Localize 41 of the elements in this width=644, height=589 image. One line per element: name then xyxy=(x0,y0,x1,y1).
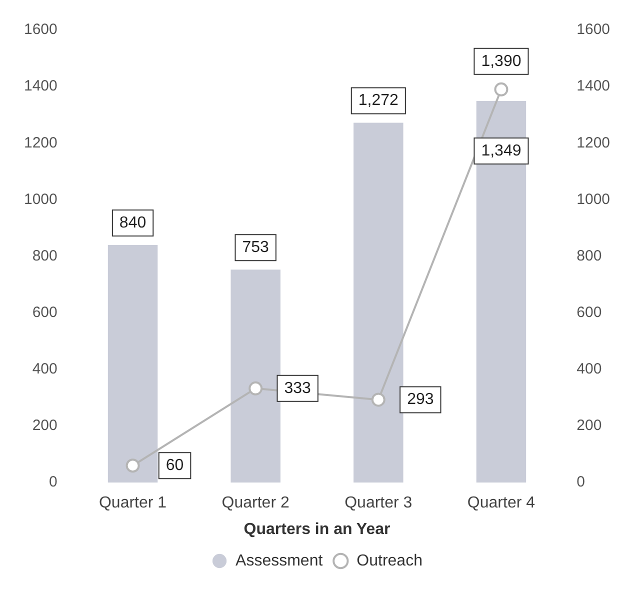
y-tick-label: 1000 xyxy=(24,190,58,208)
point xyxy=(126,458,140,473)
bar xyxy=(108,244,158,483)
x-tick-label: Quarter 1 xyxy=(98,494,167,512)
y-tick-label: 0 xyxy=(49,474,58,491)
x-tick-label: Quarter 3 xyxy=(344,494,412,512)
data-label: 840 xyxy=(119,214,146,232)
point xyxy=(494,82,508,96)
y2-tick-label: 200 xyxy=(576,417,602,434)
data-label: 293 xyxy=(407,391,434,408)
bar xyxy=(354,122,404,483)
y-tick-label: 200 xyxy=(32,417,58,434)
legend-label: Outreach xyxy=(356,552,422,570)
x-tick-label: Quarter 4 xyxy=(467,494,536,512)
point xyxy=(371,392,386,407)
y2-tick-label: 1600 xyxy=(576,21,610,38)
y-tick-label: 1600 xyxy=(24,21,58,38)
y2-tick-label: 600 xyxy=(576,304,602,322)
x-axis-title: Quarters in an Year xyxy=(244,520,390,538)
y-tick-label: 800 xyxy=(32,247,58,264)
legend-label: Assessment xyxy=(236,552,324,570)
point xyxy=(248,381,263,396)
y2-tick-label: 0 xyxy=(576,474,585,491)
y2-tick-label: 800 xyxy=(576,247,602,264)
x-tick-label: Quarter 2 xyxy=(222,494,290,512)
data-label: 333 xyxy=(284,380,312,397)
y-tick-label: 1200 xyxy=(24,134,58,152)
y2-tick-label: 1000 xyxy=(576,190,610,208)
data-label: 1,272 xyxy=(358,92,399,110)
data-label: 60 xyxy=(166,457,184,474)
bar xyxy=(230,270,280,483)
y2-tick-label: 1400 xyxy=(576,78,610,95)
bar xyxy=(476,101,526,483)
y-tick-label: 600 xyxy=(32,304,58,322)
data-label: 753 xyxy=(242,239,270,256)
data-label: 1,390 xyxy=(481,52,522,70)
data-label: 1,349 xyxy=(481,142,522,160)
y2-tick-label: 1200 xyxy=(576,134,610,152)
y-tick-label: 1400 xyxy=(24,78,58,95)
y2-tick-label: 400 xyxy=(576,360,602,378)
y-tick-label: 400 xyxy=(32,360,58,378)
